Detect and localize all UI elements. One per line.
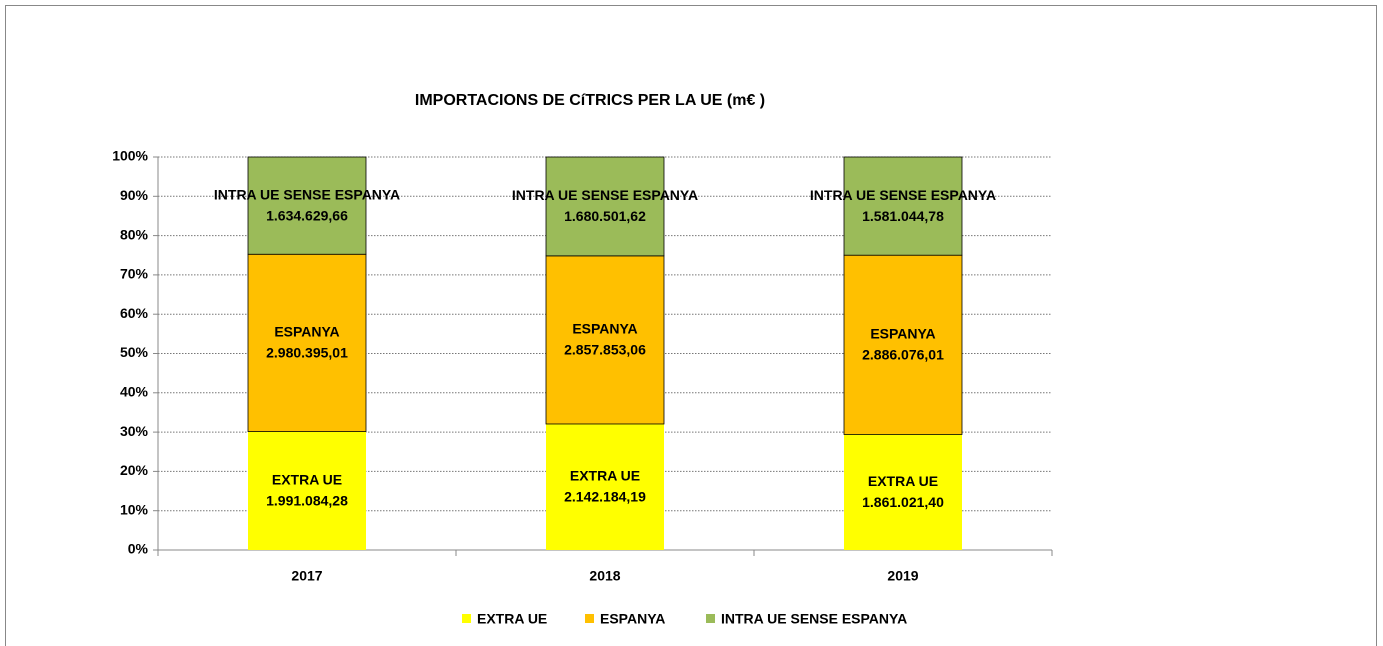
segment-name: EXTRA UE: [868, 473, 938, 489]
y-tick-label: 70%: [120, 266, 149, 282]
y-tick-label: 10%: [120, 501, 149, 517]
segment-name: INTRA UE SENSE ESPANYA: [214, 186, 400, 202]
bar-segment: [247, 156, 367, 255]
bar-segment: [248, 431, 366, 550]
legend-label: EXTRA UE: [477, 611, 547, 627]
y-tick-label: 80%: [120, 226, 149, 242]
segment-name: ESPANYA: [572, 321, 637, 337]
bar-segment: [843, 156, 963, 256]
data-label: 1.861.021,40: [862, 494, 944, 510]
y-tick-label: 60%: [120, 305, 149, 321]
bar-segment: [546, 423, 664, 550]
bar-segment: [545, 156, 665, 257]
data-label: 2.980.395,01: [266, 345, 348, 361]
data-label: 1.634.629,66: [266, 207, 348, 223]
chart-title: IMPORTACIONS DE CíTRICS PER LA UE (m€ ): [415, 92, 765, 109]
bar-segment: [247, 253, 367, 432]
legend-swatch: [462, 614, 471, 623]
x-tick-label: 2018: [589, 568, 620, 584]
legend-swatch: [706, 614, 715, 623]
legend-swatch: [585, 614, 594, 623]
x-tick-label: 2017: [291, 568, 322, 584]
legend-label: INTRA UE SENSE ESPANYA: [721, 611, 907, 627]
y-tick-label: 30%: [120, 423, 149, 439]
bar-segment: [545, 255, 665, 425]
segment-name: ESPANYA: [274, 324, 339, 340]
bar-segment: [843, 254, 963, 435]
y-tick-label: 50%: [120, 344, 149, 360]
segment-name: ESPANYA: [870, 326, 935, 342]
segment-name: INTRA UE SENSE ESPANYA: [810, 187, 996, 203]
data-label: 2.142.184,19: [564, 489, 646, 505]
data-label: 1.991.084,28: [266, 492, 348, 508]
y-tick-label: 40%: [120, 384, 149, 400]
segment-name: INTRA UE SENSE ESPANYA: [512, 187, 698, 203]
y-tick-label: 20%: [120, 462, 149, 478]
chart-frame: [5, 5, 1377, 646]
data-label: 1.581.044,78: [862, 208, 944, 224]
data-label: 2.857.853,06: [564, 342, 646, 358]
y-tick-label: 100%: [112, 148, 148, 164]
segment-name: EXTRA UE: [570, 468, 640, 484]
y-tick-label: 90%: [120, 187, 149, 203]
data-label: 1.680.501,62: [564, 208, 646, 224]
segment-name: EXTRA UE: [272, 471, 342, 487]
legend-label: ESPANYA: [600, 611, 665, 627]
data-label: 2.886.076,01: [862, 347, 944, 363]
x-tick-label: 2019: [887, 568, 918, 584]
bar-segment: [844, 434, 962, 550]
y-tick-label: 0%: [128, 541, 149, 557]
